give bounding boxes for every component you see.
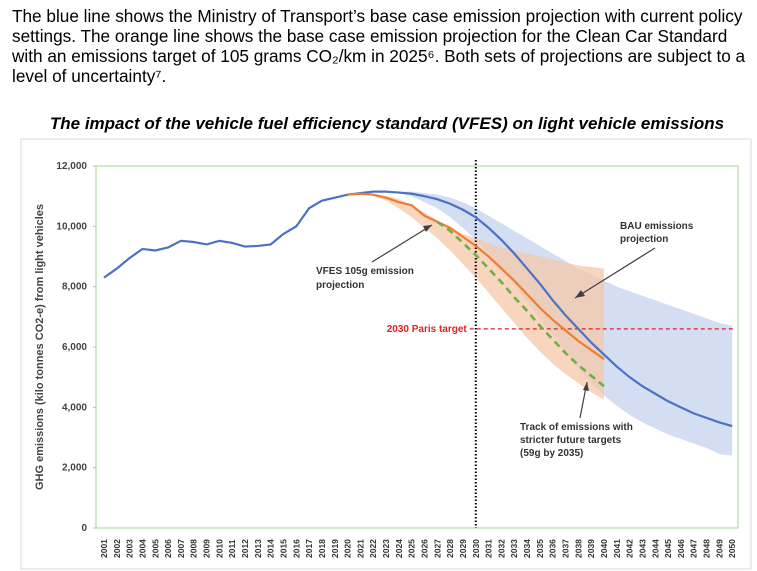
x-tick-label: 2031 xyxy=(484,539,494,558)
x-tick-label: 2039 xyxy=(586,539,596,558)
x-tick-label: 2048 xyxy=(702,539,712,558)
reference-label: 2030 Paris target xyxy=(387,324,468,335)
x-tick-label: 2038 xyxy=(573,539,583,558)
chart-title: The impact of the vehicle fuel efficienc… xyxy=(50,114,724,133)
x-tick-label: 2023 xyxy=(381,539,391,558)
x-tick-label: 2013 xyxy=(253,539,263,558)
x-tick-label: 2050 xyxy=(727,539,737,558)
x-tick-label: 2045 xyxy=(663,539,673,558)
x-tick-label: 2006 xyxy=(163,539,173,558)
x-tick-label: 2034 xyxy=(522,539,532,558)
arrow xyxy=(371,224,433,263)
x-tick-label: 2011 xyxy=(227,539,237,558)
x-tick-label: 2017 xyxy=(304,539,314,558)
y-tick-label: 4,000 xyxy=(62,402,87,413)
x-tick-label: 2043 xyxy=(637,539,647,558)
y-tick-label: 10,000 xyxy=(56,221,87,232)
x-tick-label: 2049 xyxy=(714,539,724,558)
x-tick-label: 2041 xyxy=(612,539,622,558)
x-tick-label: 2001 xyxy=(99,539,109,558)
series-line xyxy=(436,220,605,388)
x-tick-label: 2025 xyxy=(407,539,417,558)
x-tick-label: 2037 xyxy=(561,539,571,558)
x-tick-label: 2047 xyxy=(689,539,699,558)
x-tick-label: 2033 xyxy=(509,539,519,558)
x-tick-label: 2022 xyxy=(368,539,378,558)
annotation: (59g by 2035) xyxy=(520,448,583,459)
x-tick-label: 2028 xyxy=(445,539,455,558)
y-tick-label: 8,000 xyxy=(62,282,87,293)
x-tick-label: 2024 xyxy=(394,539,404,558)
x-tick-label: 2019 xyxy=(330,539,340,558)
annotation: stricter future targets xyxy=(520,435,622,446)
x-tick-label: 2004 xyxy=(137,539,147,558)
series-line xyxy=(347,192,605,360)
x-tick-label: 2026 xyxy=(420,539,430,558)
x-tick-label: 2008 xyxy=(189,539,199,558)
arrowhead xyxy=(575,290,585,298)
uncertainty-band xyxy=(373,194,604,400)
y-tick-label: 2,000 xyxy=(62,463,87,474)
x-tick-label: 2044 xyxy=(650,539,660,558)
x-tick-label: 2021 xyxy=(355,539,365,558)
series-line xyxy=(103,190,733,428)
arrowhead xyxy=(423,225,432,232)
x-tick-label: 2032 xyxy=(496,539,506,558)
y-tick-label: 12,000 xyxy=(56,161,87,172)
annotation: projection xyxy=(316,280,364,291)
annotation: VFES 105g emission xyxy=(316,266,414,277)
annotation: Track of emissions with xyxy=(520,422,633,433)
x-tick-label: 2012 xyxy=(240,539,250,558)
y-tick-label: 6,000 xyxy=(62,342,87,353)
arrow xyxy=(574,247,656,299)
x-tick-label: 2014 xyxy=(266,539,276,558)
x-tick-label: 2029 xyxy=(458,539,468,558)
x-tick-label: 2003 xyxy=(125,539,135,558)
x-tick-label: 2007 xyxy=(176,539,186,558)
x-tick-label: 2030 xyxy=(471,539,481,558)
chart-frame xyxy=(20,138,752,570)
x-tick-label: 2009 xyxy=(202,539,212,558)
arrowhead xyxy=(583,382,589,391)
x-tick-label: 2002 xyxy=(112,539,122,558)
y-tick-label: 0 xyxy=(81,523,87,534)
x-tick-label: 2020 xyxy=(343,539,353,558)
annotation: projection xyxy=(620,234,668,245)
y-axis-label: GHG emissions (kilo tonnes CO2-e) from l… xyxy=(34,204,46,490)
x-tick-label: 2035 xyxy=(535,539,545,558)
x-tick-label: 2036 xyxy=(548,539,558,558)
x-tick-label: 2016 xyxy=(291,539,301,558)
annotation: BAU emissions xyxy=(620,221,694,232)
x-tick-label: 2040 xyxy=(599,539,609,558)
x-tick-label: 2010 xyxy=(214,539,224,558)
x-tick-label: 2046 xyxy=(676,539,686,558)
x-tick-label: 2042 xyxy=(625,539,635,558)
x-tick-label: 2005 xyxy=(150,539,160,558)
x-tick-label: 2018 xyxy=(317,539,327,558)
x-tick-label: 2027 xyxy=(432,539,442,558)
paragraph: The blue line shows the Ministry of Tran… xyxy=(12,6,746,86)
x-tick-label: 2015 xyxy=(278,539,288,558)
